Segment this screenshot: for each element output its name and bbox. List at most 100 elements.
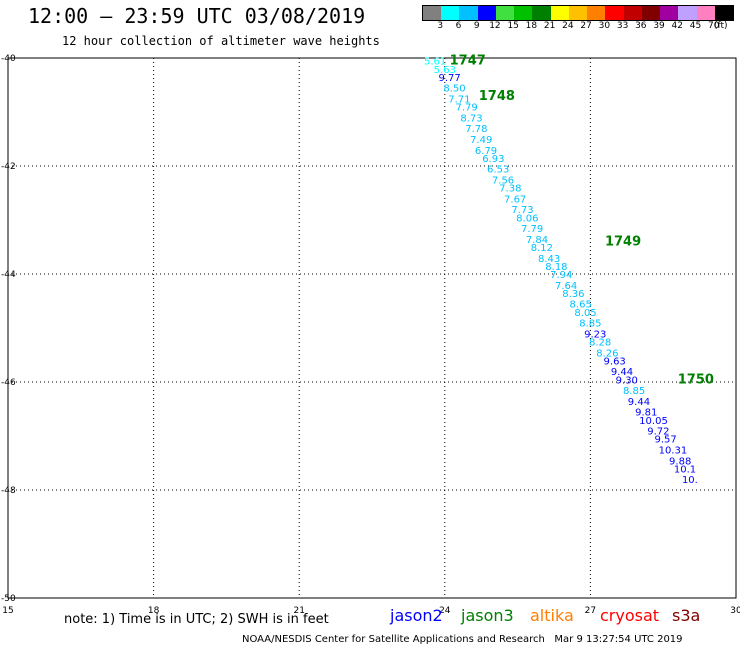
color-scale-legend: [422, 5, 734, 21]
swh-point-label: 8.12: [531, 243, 553, 254]
map-frame: [7, 57, 737, 599]
swh-point-label: 5.63: [434, 65, 456, 76]
legend-swatch: [495, 6, 515, 20]
satellite-cryosat: cryosat: [600, 606, 660, 625]
swh-point-label: 10.1: [674, 464, 696, 475]
legend-label: 45: [689, 21, 702, 31]
swh-point-label: 8.06: [516, 213, 538, 224]
legend-swatch: [514, 6, 533, 20]
time-label: 1747: [450, 54, 486, 69]
timestamp: Mar 9 13:27:54 UTC 2019: [554, 634, 683, 645]
swh-point-label: 7.84: [526, 235, 548, 246]
legend-swatch: [550, 6, 569, 20]
swh-point-label: 8.28: [589, 338, 611, 349]
swh-point-label: 7.79: [521, 224, 543, 235]
legend-label: 70: [708, 21, 720, 31]
swh-point-label: 9.23: [584, 329, 606, 340]
swh-point-label: 8.73: [460, 113, 482, 124]
swh-point-label: 8.36: [562, 289, 584, 300]
footer-note: note: 1) Time is in UTC; 2) SWH is in fe…: [64, 612, 329, 627]
swh-point-label: 9.81: [635, 408, 657, 419]
swh-point-label: 7.56: [492, 176, 514, 187]
time-label: 1749: [605, 235, 641, 250]
legend-label: 30: [598, 21, 611, 31]
footer-credit: NOAA/NESDIS Center for Satellite Applica…: [242, 634, 683, 645]
legend-swatch: [477, 6, 496, 20]
legend-label: 39: [653, 21, 665, 31]
page-subtitle: 12 hour collection of altimeter wave hei…: [62, 34, 380, 48]
swh-point-label: 10.31: [659, 446, 688, 457]
legend-label: 3: [437, 21, 444, 31]
legend-label: 9: [473, 21, 480, 31]
swh-point-label: 7.78: [465, 124, 487, 135]
time-label: 1748: [479, 89, 515, 104]
legend-label: 36: [635, 21, 647, 31]
swh-point-label: 8.26: [596, 348, 618, 359]
swh-point-label: 8.65: [570, 300, 592, 311]
legend-label: 15: [507, 21, 519, 31]
legend-swatch: [605, 6, 624, 20]
lat-tick-label: -46: [1, 378, 16, 388]
satellite-altika: altika: [530, 606, 574, 625]
swh-point-label: 7.38: [499, 184, 521, 195]
legend-label: 42: [671, 21, 683, 31]
lat-tick-label: -40: [1, 54, 16, 64]
lon-tick-label: 24: [439, 606, 451, 616]
swh-point-label: 7.94: [550, 270, 572, 281]
legend-label: 27: [580, 21, 592, 31]
legend-swatch: [423, 6, 442, 20]
swh-point-label: 10.: [682, 475, 698, 486]
legend-swatch: [623, 6, 642, 20]
swh-point-label: 9.88: [669, 456, 691, 467]
swh-point-label: 6.79: [475, 146, 497, 157]
legend-swatch: [459, 6, 478, 20]
legend-swatch: [696, 6, 715, 20]
swh-point-label: 8.85: [623, 386, 645, 397]
lat-tick-label: -42: [1, 162, 16, 172]
swh-point-label: 7.67: [504, 194, 526, 205]
swh-point-label: 9.30: [616, 375, 638, 386]
legend-label: 12: [489, 21, 501, 31]
legend-swatch: [714, 6, 733, 20]
legend-swatch: [441, 6, 460, 20]
legend-swatch: [587, 6, 606, 20]
legend-unit: (ft): [714, 21, 728, 31]
swh-point-label: 7.49: [470, 135, 492, 146]
swh-point-label: 5.61: [424, 57, 446, 68]
lat-tick-label: -44: [1, 270, 16, 280]
legend-label: 18: [525, 21, 538, 31]
swh-point-label: 6.53: [487, 165, 509, 176]
legend-label: 6: [455, 21, 462, 31]
swh-point-label: 7.71: [448, 95, 470, 106]
swh-point-label: 8.85: [579, 319, 601, 330]
swh-point-label: 10.05: [639, 416, 668, 427]
legend-swatch: [532, 6, 551, 20]
swh-point-label: 9.77: [439, 73, 461, 84]
lon-tick-label: 15: [2, 606, 13, 616]
swh-point-label: 8.18: [545, 262, 567, 273]
time-label: 1750: [678, 372, 714, 387]
swh-point-label: 9.72: [647, 427, 669, 438]
swh-point-label: 7.79: [456, 103, 478, 114]
swh-point-label: 7.73: [511, 205, 533, 216]
swh-point-label: 8.05: [574, 308, 596, 319]
lon-tick-label: 27: [585, 606, 596, 616]
legend-label: 33: [616, 21, 629, 31]
swh-point-label: 9.44: [611, 367, 633, 378]
legend-swatch: [641, 6, 661, 20]
lat-tick-label: -48: [1, 486, 16, 496]
legend-swatch: [678, 6, 697, 20]
swh-point-label: 6.93: [482, 154, 504, 165]
satellite-s3a: s3a: [672, 606, 701, 625]
satellite-jason2: jason2: [390, 606, 443, 625]
lon-tick-label: 21: [293, 606, 304, 616]
legend-label: 24: [562, 21, 574, 31]
swh-point-label: 9.57: [654, 435, 676, 446]
satellite-jason3: jason3: [461, 606, 514, 625]
swh-point-label: 7.64: [555, 281, 577, 292]
legend-swatch: [568, 6, 588, 20]
lon-tick-label: 18: [148, 606, 160, 616]
legend-label: 21: [543, 21, 556, 31]
color-scale-labels: 3 6 9 12 15 18 21 24 27 30 33 36 39 42 45 70 (ft): [422, 21, 740, 35]
